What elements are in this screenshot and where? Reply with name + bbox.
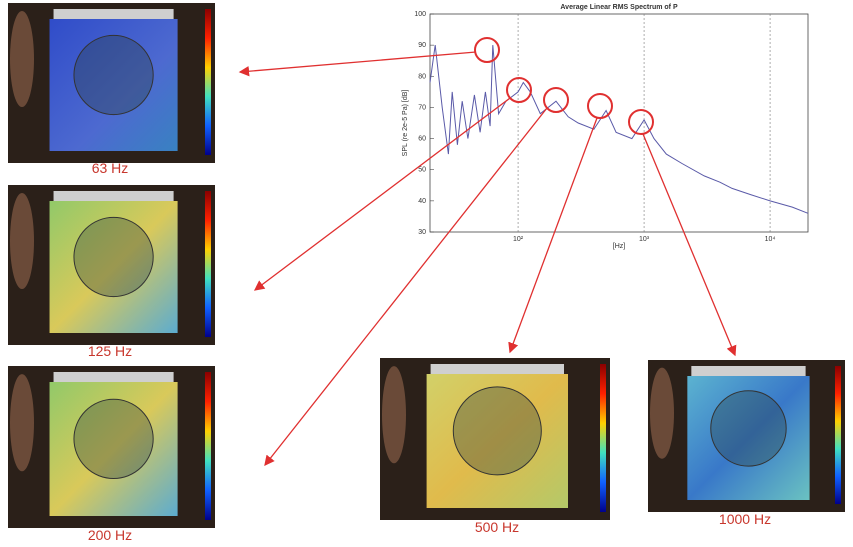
machine-top — [54, 191, 174, 201]
color-bar — [205, 9, 211, 155]
y-tick-label: 40 — [418, 198, 426, 205]
y-tick-label: 30 — [418, 229, 426, 236]
machine-door — [74, 399, 153, 478]
acoustic-image — [648, 360, 845, 512]
machine-door — [74, 217, 153, 296]
panel-label: 63 Hz — [92, 160, 129, 176]
color-bar — [205, 191, 211, 337]
arm — [650, 368, 674, 459]
y-axis-label: SPL (re 2e-5 Pa) [dB] — [402, 90, 409, 157]
y-tick-label: 80 — [418, 73, 426, 80]
acoustic-image — [8, 3, 215, 163]
x-axis-label: [Hz] — [613, 243, 626, 250]
arm — [10, 374, 34, 471]
canvas: 63 Hz 125 Hz 200 Hz 500 Hz 1000 Hz Average Li… — [0, 0, 853, 547]
arm — [10, 193, 34, 289]
acoustic-image — [380, 358, 610, 520]
figure: 63 Hz 125 Hz 200 Hz 500 Hz 1000 Hz Average Li… — [0, 0, 853, 547]
panel-label: 1000 Hz — [719, 511, 771, 527]
acoustic-image — [8, 185, 215, 345]
acoustic-image — [8, 366, 215, 528]
machine-top — [54, 9, 174, 19]
machine-top — [431, 364, 564, 374]
y-tick-label: 90 — [418, 42, 426, 49]
machine-top — [691, 366, 805, 376]
x-tick-label: 10⁴ — [765, 236, 776, 243]
panel-label: 500 Hz — [475, 519, 519, 535]
arm — [10, 11, 34, 107]
x-tick-label: 10³ — [639, 236, 650, 243]
y-tick-label: 70 — [418, 104, 426, 111]
panel-label: 125 Hz — [88, 343, 132, 359]
chart-title: Average Linear RMS Spectrum of P — [560, 4, 678, 11]
color-bar — [835, 366, 841, 504]
machine-door — [711, 391, 786, 466]
panel-label: 200 Hz — [88, 527, 132, 543]
machine-door — [453, 387, 541, 475]
y-tick-label: 60 — [418, 136, 426, 143]
machine-top — [54, 372, 174, 382]
arm — [382, 366, 406, 463]
y-tick-label: 50 — [418, 167, 426, 174]
machine-door — [74, 35, 153, 114]
y-tick-label: 100 — [414, 11, 426, 18]
color-bar — [600, 364, 606, 512]
x-tick-label: 10² — [513, 236, 524, 243]
plot-area — [430, 14, 808, 232]
color-bar — [205, 372, 211, 520]
